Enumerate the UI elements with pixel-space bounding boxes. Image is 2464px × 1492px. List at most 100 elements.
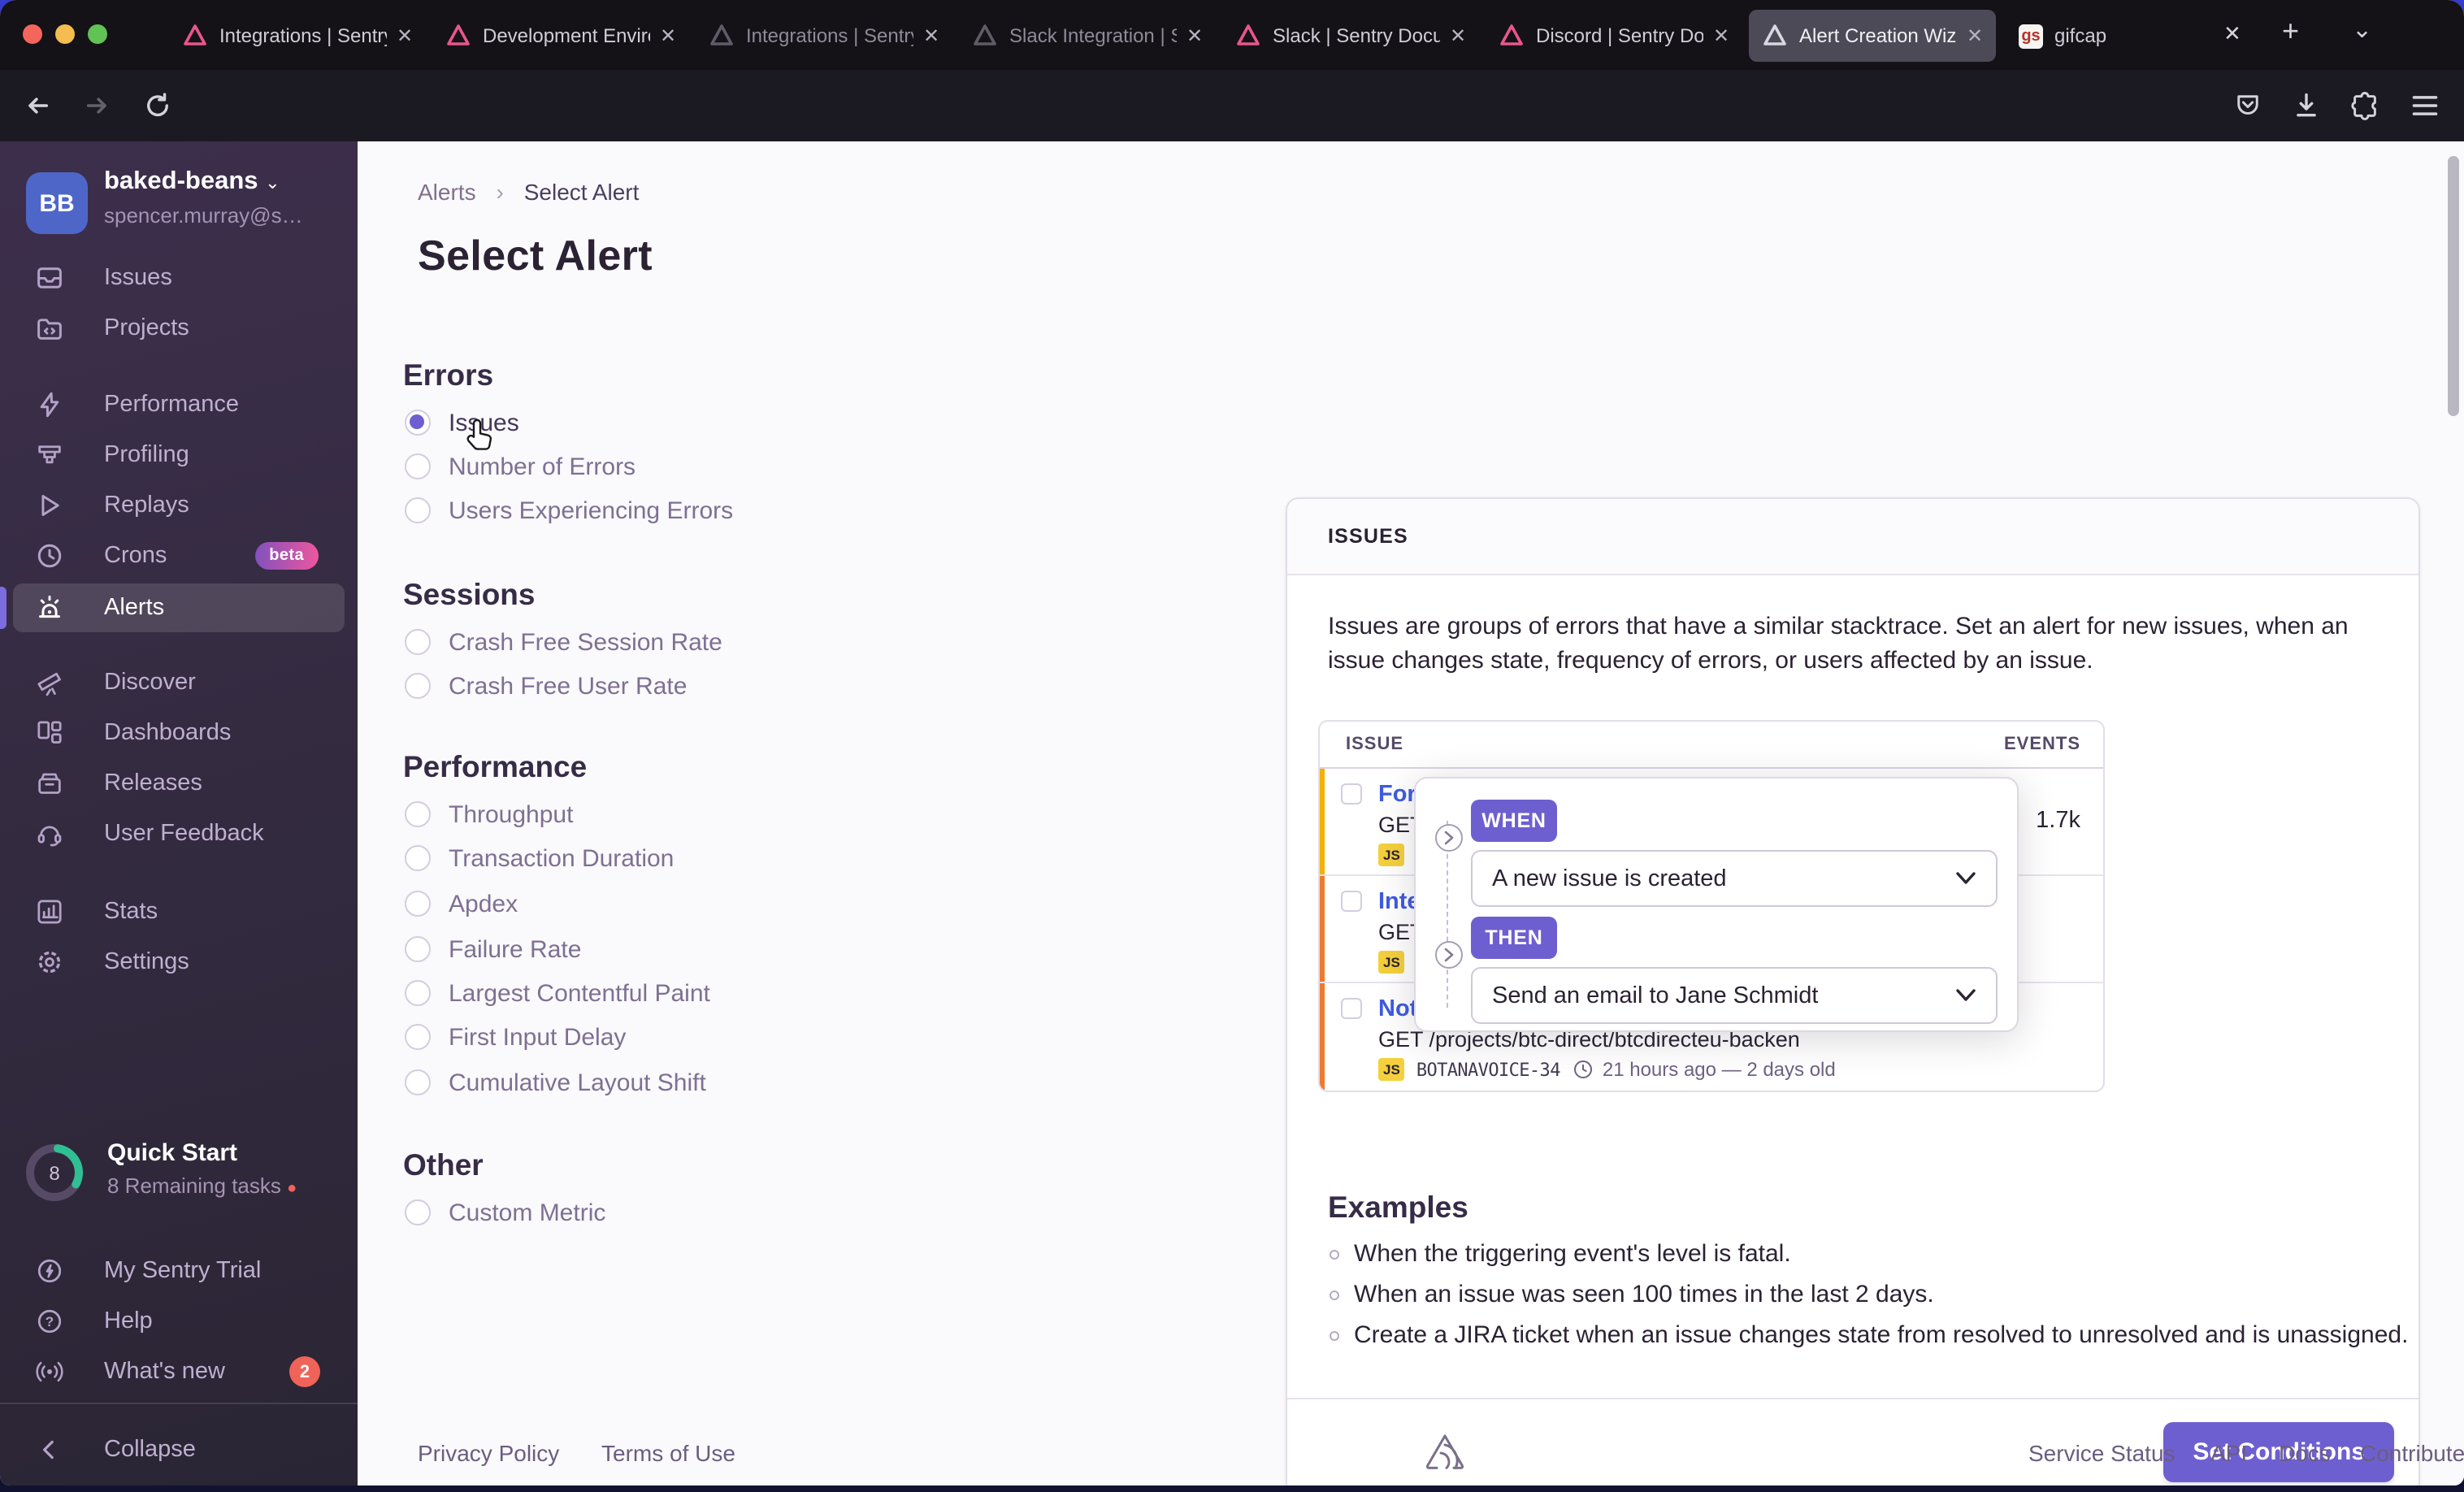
radio-icon — [405, 1199, 431, 1225]
issue-checkbox[interactable] — [1341, 783, 1362, 805]
sentry-favicon-icon — [974, 24, 996, 46]
forward-button[interactable] — [83, 91, 112, 120]
sidebar-item-projects[interactable]: Projects — [0, 307, 358, 349]
radio-issues[interactable]: Issues — [405, 403, 519, 442]
tab-slack-docs[interactable]: Slack | Sentry Docu ✕ — [1222, 10, 1479, 62]
sidebar-item-alerts[interactable]: Alerts — [0, 587, 358, 629]
tab-close-icon[interactable]: ✕ — [1712, 24, 1730, 47]
radio-apdex[interactable]: Apdex — [405, 884, 518, 923]
radio-icon — [405, 891, 431, 917]
when-condition-select[interactable]: A new issue is created — [1471, 850, 1998, 907]
org-avatar[interactable]: BB — [26, 172, 88, 234]
sidebar-item-discover[interactable]: Discover — [0, 661, 358, 704]
platform-js-badge: JS — [1378, 844, 1405, 866]
gifcap-favicon-icon: gs — [2019, 24, 2043, 48]
radio-transaction-duration[interactable]: Transaction Duration — [405, 839, 674, 878]
tab-close-icon[interactable]: ✕ — [1186, 24, 1204, 47]
radio-number-of-errors[interactable]: Number of Errors — [405, 447, 636, 486]
radio-throughput[interactable]: Throughput — [405, 795, 573, 834]
radio-largest-contentful-paint[interactable]: Largest Contentful Paint — [405, 974, 710, 1013]
sidebar-item-profiling[interactable]: Profiling — [0, 434, 358, 476]
then-action-select[interactable]: Send an email to Jane Schmidt — [1471, 967, 1998, 1024]
new-tab-button[interactable]: + — [2282, 15, 2300, 47]
radio-crash-free-user-rate[interactable]: Crash Free User Rate — [405, 666, 687, 705]
api-link[interactable]: API — [2210, 1440, 2248, 1466]
sidebar-item-help[interactable]: ? Help — [0, 1300, 358, 1342]
sidebar-item-settings[interactable]: Settings — [0, 941, 358, 983]
traffic-light-close[interactable] — [23, 24, 42, 44]
scrollbar-thumb[interactable] — [2448, 156, 2459, 416]
tab-close-icon[interactable]: ✕ — [922, 24, 940, 47]
contribute-link[interactable]: Contribute — [2360, 1440, 2464, 1466]
tab-title: Integrations | Sentry — [219, 24, 387, 47]
tab-title: Slack | Sentry Docu — [1273, 24, 1440, 47]
back-button[interactable] — [23, 91, 52, 120]
tab-alert-creation-wizard[interactable]: Alert Creation Wizar ✕ — [1749, 10, 1996, 62]
service-status-link[interactable]: Service Status — [2028, 1440, 2176, 1466]
tab-close-icon[interactable]: ✕ — [396, 24, 414, 47]
tab-close-icon[interactable]: ✕ — [1449, 24, 1467, 47]
traffic-light-minimize[interactable] — [55, 24, 75, 44]
breadcrumb-alerts-link[interactable]: Alerts — [418, 179, 476, 205]
menu-hamburger-icon[interactable] — [2410, 93, 2440, 119]
sidebar-item-issues[interactable]: Issues — [0, 257, 358, 299]
mouse-cursor-hand — [466, 419, 492, 450]
tab-title: gifcap — [2054, 24, 2107, 47]
tab-development-environment[interactable]: Development Enviro ✕ — [432, 10, 689, 62]
docs-link[interactable]: Docs — [2279, 1440, 2331, 1466]
sidebar-item-whats-new[interactable]: What's new 2 — [0, 1351, 358, 1393]
sidebar-item-stats[interactable]: Stats — [0, 891, 358, 933]
radio-users-experiencing-errors[interactable]: Users Experiencing Errors — [405, 491, 733, 530]
then-badge: THEN — [1471, 917, 1557, 959]
platform-js-badge: JS — [1378, 951, 1405, 974]
traffic-light-zoom[interactable] — [88, 24, 107, 44]
pocket-icon[interactable] — [2233, 91, 2262, 120]
tab-title: Development Enviro — [483, 24, 650, 47]
notification-dot: ● — [287, 1180, 297, 1198]
list-tabs-button[interactable]: ⌄ — [2352, 16, 2373, 44]
issue-age: 21 hours ago — 2 days old — [1602, 1058, 1836, 1081]
sidebar-item-releases[interactable]: Releases — [0, 762, 358, 805]
issue-checkbox[interactable] — [1341, 998, 1362, 1019]
sidebar-item-my-sentry-trial[interactable]: My Sentry Trial — [0, 1250, 358, 1292]
radio-failure-rate[interactable]: Failure Rate — [405, 930, 581, 969]
sidebar: BB baked-beans ⌄ spencer.murray@s… Issue… — [0, 141, 358, 1485]
sidebar-item-dashboards[interactable]: Dashboards — [0, 712, 358, 754]
close-tab-button[interactable]: ✕ — [2223, 21, 2241, 46]
radio-crash-free-session-rate[interactable]: Crash Free Session Rate — [405, 622, 722, 661]
tab-integrations-1[interactable]: Integrations | Sentry ✕ — [169, 10, 426, 62]
sidebar-item-crons[interactable]: Crons beta — [0, 535, 358, 577]
terms-of-use-link[interactable]: Terms of Use — [601, 1440, 735, 1466]
sidebar-item-user-feedback[interactable]: User Feedback — [0, 813, 358, 855]
tab-close-icon[interactable]: ✕ — [1966, 24, 1984, 47]
issue-checkbox[interactable] — [1341, 891, 1362, 912]
reload-button[interactable] — [143, 91, 172, 120]
set-conditions-button[interactable]: Set Conditions — [2163, 1422, 2394, 1482]
radio-custom-metric[interactable]: Custom Metric — [405, 1193, 605, 1232]
tab-discord-docs[interactable]: Discord | Sentry Do ✕ — [1486, 10, 1742, 62]
quickstart-panel[interactable]: 8 Quick Start 8 Remaining tasks ● — [0, 1136, 358, 1208]
tab-slack-integration[interactable]: Slack Integration | S ✕ — [959, 10, 1216, 62]
level-indicator — [1320, 769, 1325, 874]
whats-new-badge: 2 — [289, 1356, 320, 1387]
sidebar-item-performance[interactable]: Performance — [0, 384, 358, 426]
downloads-icon[interactable] — [2292, 91, 2321, 120]
sidebar-item-replays[interactable]: Replays — [0, 484, 358, 527]
org-switcher[interactable]: baked-beans ⌄ — [104, 167, 280, 195]
group-heading-errors: Errors — [403, 358, 494, 392]
radio-first-input-delay[interactable]: First Input Delay — [405, 1017, 626, 1056]
extensions-puzzle-icon[interactable] — [2350, 91, 2379, 120]
sentry-favicon-icon — [447, 24, 470, 46]
tab-close-icon[interactable]: ✕ — [659, 24, 677, 47]
svg-text:?: ? — [46, 1314, 54, 1329]
tab-integrations-2[interactable]: Integrations | Sentry ✕ — [696, 10, 952, 62]
clock-icon — [1573, 1060, 1592, 1078]
active-nav-highlight — [13, 583, 345, 632]
radio-cumulative-layout-shift[interactable]: Cumulative Layout Shift — [405, 1063, 706, 1102]
tab-gifcap[interactable]: gs gifcap — [2006, 10, 2152, 62]
sentry-favicon-icon — [710, 24, 733, 46]
sidebar-collapse-button[interactable]: Collapse — [0, 1429, 358, 1471]
privacy-policy-link[interactable]: Privacy Policy — [418, 1440, 560, 1466]
radio-icon — [405, 980, 431, 1006]
